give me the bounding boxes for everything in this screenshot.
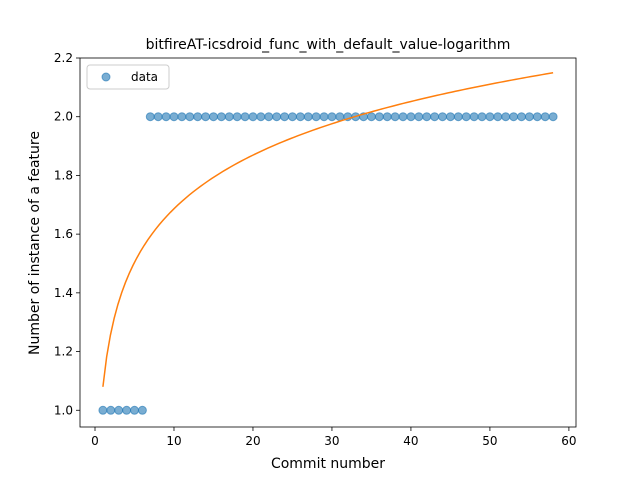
data-point <box>414 112 424 122</box>
legend-box <box>86 64 170 90</box>
data-point <box>114 405 124 415</box>
data-point <box>517 112 526 122</box>
data-point <box>256 112 266 122</box>
data-point <box>453 112 463 122</box>
data-point <box>153 112 163 122</box>
data-point <box>382 112 392 122</box>
data-point <box>272 112 282 122</box>
data-point <box>445 112 455 122</box>
data-point <box>145 112 155 122</box>
data-point <box>532 112 542 122</box>
data-point <box>461 112 471 122</box>
data-point <box>438 112 448 122</box>
data-point <box>540 112 550 122</box>
data-point <box>130 405 139 415</box>
data-point <box>374 112 384 122</box>
x-tick-label: 50 <box>482 434 497 448</box>
data-point <box>303 112 313 122</box>
x-tick-label: 30 <box>324 434 339 448</box>
data-point <box>264 112 274 122</box>
x-axis-label: Commit number <box>271 456 385 472</box>
legend-label: data <box>131 70 158 84</box>
y-tick-label: 1.8 <box>54 168 73 182</box>
data-point <box>193 112 203 122</box>
y-tick-label: 2.2 <box>54 51 73 65</box>
x-tick-label: 40 <box>403 434 418 448</box>
data-point <box>548 112 558 122</box>
data-point <box>185 112 195 122</box>
y-tick-label: 1.0 <box>54 403 73 417</box>
y-tick-label: 1.6 <box>54 227 73 241</box>
data-point <box>169 112 179 122</box>
data-point <box>406 112 416 122</box>
data-point <box>524 112 534 122</box>
data-point <box>106 405 116 415</box>
x-tick-label: 10 <box>166 434 181 448</box>
data-point <box>398 112 408 122</box>
data-point <box>430 112 440 122</box>
legend-marker <box>101 72 111 82</box>
data-point <box>390 112 400 122</box>
data-point <box>501 112 511 122</box>
data-point <box>295 112 305 122</box>
data-point <box>287 112 297 122</box>
x-tick-label: 0 <box>91 434 99 448</box>
data-point <box>485 112 495 122</box>
data-point <box>493 112 503 122</box>
y-tick-label: 1.4 <box>54 286 73 300</box>
y-tick-label: 2.0 <box>54 110 73 124</box>
data-point <box>137 405 147 415</box>
data-point <box>240 112 250 122</box>
data-point <box>177 112 187 122</box>
data-point <box>327 112 337 122</box>
fit-line <box>102 72 554 387</box>
data-point <box>280 112 290 122</box>
data-point <box>122 405 132 415</box>
axes-frame <box>79 57 577 428</box>
plot-area: 0 10 20 30 40 50 60 1.0 1.2 1.4 1.6 1.8 2.0 2.2 data <box>54 51 577 448</box>
data-point <box>98 405 108 415</box>
data-point <box>509 112 519 122</box>
y-axis-label: Number of instance of a feature <box>27 131 43 355</box>
data-point <box>208 112 218 122</box>
data-point <box>469 112 479 122</box>
data-point <box>216 112 226 122</box>
y-tick-label: 1.2 <box>54 345 73 359</box>
data-point <box>366 112 376 122</box>
data-point <box>224 112 234 122</box>
x-tick-label: 60 <box>561 434 576 448</box>
data-point <box>422 112 432 122</box>
x-tick-label: 20 <box>245 434 260 448</box>
data-point <box>161 112 171 122</box>
chart-title: bitfireAT-icsdroid_func_with_default_val… <box>146 37 511 53</box>
data-point <box>201 112 211 122</box>
data-point <box>232 112 242 122</box>
data-point <box>248 112 258 122</box>
data-point <box>319 112 329 122</box>
data-point <box>311 112 321 122</box>
data-point <box>335 112 345 122</box>
data-point <box>477 112 487 122</box>
